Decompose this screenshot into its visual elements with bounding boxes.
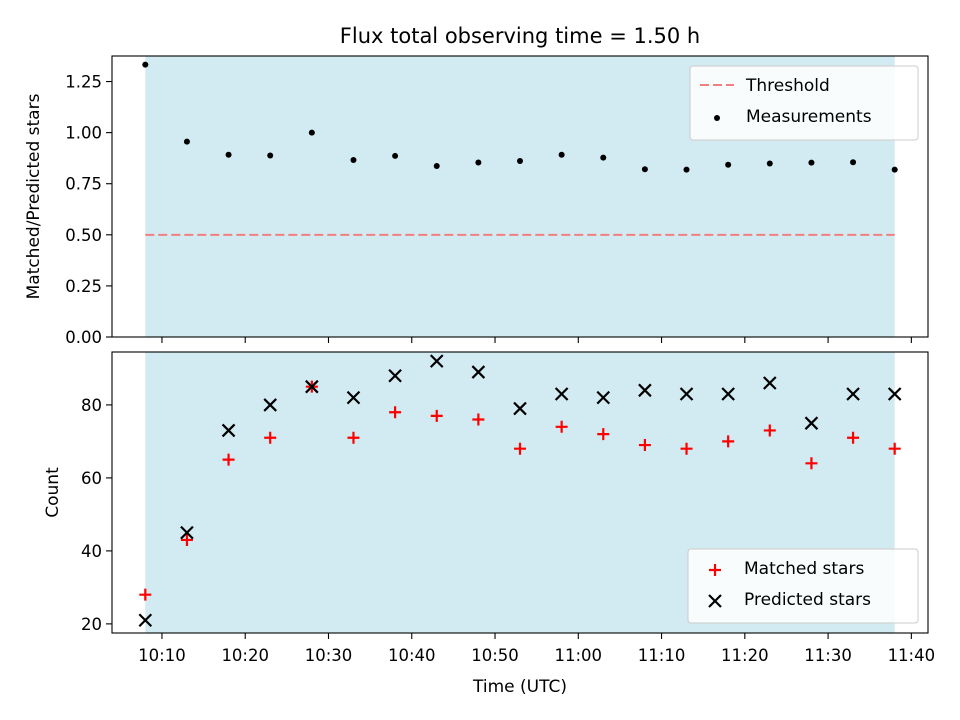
x-tick-label: 10:10 bbox=[138, 646, 186, 665]
predicted-stars-point bbox=[763, 376, 777, 390]
measurements-point bbox=[766, 160, 773, 167]
legend: Threshold Measurements bbox=[689, 65, 919, 141]
measurements-point bbox=[183, 138, 190, 145]
y-axis-label: Matched/Predicted stars bbox=[24, 93, 44, 299]
y-tick-label: 60 bbox=[81, 469, 102, 488]
measurements-point bbox=[142, 61, 149, 68]
legend-predicted-stars-label: Predicted stars bbox=[744, 590, 871, 610]
x-tick-label: 10:30 bbox=[305, 646, 353, 665]
predicted-stars-point bbox=[429, 354, 444, 368]
y-tick-label: 40 bbox=[81, 542, 102, 561]
predicted-stars-point bbox=[596, 390, 611, 405]
figure-title: Flux total observing time = 1.50 h bbox=[340, 24, 700, 48]
matched-stars-point bbox=[430, 409, 443, 422]
measurements-point bbox=[308, 129, 315, 136]
y-tick-label: 0.75 bbox=[65, 175, 102, 194]
predicted-stars-point bbox=[388, 368, 402, 383]
measurements-point bbox=[350, 157, 357, 164]
legend-measurements-label: Measurements bbox=[746, 107, 872, 127]
count-panel: 20 40 60 80 10:10 10:20 10:30 10:40 10:50 11:00 11… bbox=[43, 351, 936, 697]
predicted-stars-point bbox=[180, 525, 194, 540]
matched-stars-point bbox=[722, 435, 735, 448]
y-tick-label: 1.25 bbox=[65, 73, 102, 92]
legend-matched-stars-swatch bbox=[709, 564, 721, 576]
x-tick-label: 10:20 bbox=[221, 646, 269, 665]
matched-stars-point bbox=[389, 406, 402, 419]
matched-stars-point bbox=[555, 420, 568, 433]
predicted-stars-point bbox=[804, 416, 819, 430]
predicted-stars-point bbox=[346, 390, 361, 405]
matched-stars-point bbox=[180, 533, 193, 546]
matched-stars-point bbox=[139, 588, 152, 601]
measurements-point bbox=[433, 162, 440, 169]
measurements-point bbox=[600, 154, 607, 161]
x-tick-label: 10:50 bbox=[471, 646, 519, 665]
y-tick-label: 1.00 bbox=[65, 124, 102, 143]
measurements-point bbox=[683, 166, 690, 173]
predicted-stars-point bbox=[887, 387, 902, 401]
measurements-point bbox=[267, 152, 274, 159]
legend-box bbox=[687, 548, 919, 624]
x-tick-label: 11:10 bbox=[638, 646, 686, 665]
predicted-stars-point bbox=[221, 423, 236, 438]
x-tick-label: 10:40 bbox=[388, 646, 436, 665]
measurements-point bbox=[475, 159, 482, 166]
y-tick-label: 0.00 bbox=[65, 328, 102, 347]
matched-stars-point bbox=[847, 431, 860, 444]
x-tick-label: 11:00 bbox=[555, 646, 603, 665]
predicted-stars-point bbox=[138, 613, 153, 628]
predicted-stars-point bbox=[638, 383, 652, 398]
x-axis-label: Time (UTC) bbox=[472, 677, 567, 697]
y-tick-label: 0.25 bbox=[65, 277, 102, 296]
matched-stars-point bbox=[514, 442, 526, 455]
matched-stars-point bbox=[888, 442, 901, 455]
x-tick-label: 11:30 bbox=[804, 646, 852, 665]
legend-matched-stars-label: Matched stars bbox=[744, 559, 864, 579]
matched-stars-point bbox=[222, 453, 235, 466]
y-tick-label: 0.50 bbox=[65, 226, 102, 245]
legend: Matched stars Predicted stars bbox=[687, 548, 919, 624]
x-tick-label: 11:40 bbox=[888, 646, 936, 665]
y-tick-label: 80 bbox=[81, 396, 102, 415]
matched-stars-point bbox=[638, 439, 651, 452]
predicted-stars-point bbox=[846, 387, 860, 401]
predicted-stars-point bbox=[554, 387, 569, 401]
legend-predicted-stars-swatch bbox=[708, 594, 722, 608]
predicted-stars-point bbox=[305, 379, 319, 394]
predicted-stars-point bbox=[471, 365, 486, 379]
measurements-point bbox=[850, 159, 857, 166]
matched-stars-point bbox=[597, 428, 610, 441]
measurements-point bbox=[725, 161, 732, 168]
matched-stars-point bbox=[264, 431, 277, 444]
predicted-stars-point bbox=[679, 387, 694, 401]
measurements-point bbox=[558, 151, 565, 158]
matched-stars-point bbox=[763, 424, 776, 437]
legend-box bbox=[689, 65, 919, 141]
matched-stars-point bbox=[680, 442, 693, 455]
predicted-stars-point bbox=[263, 398, 277, 412]
y-tick-label: 20 bbox=[81, 615, 102, 634]
measurements-point bbox=[225, 151, 232, 158]
matched-stars-point bbox=[347, 431, 360, 444]
axes-frame bbox=[111, 351, 929, 634]
y-axis-label: Count bbox=[43, 467, 63, 518]
legend-threshold-label: Threshold bbox=[745, 76, 830, 96]
axes-frame bbox=[111, 55, 929, 338]
ratio-panel: 0.00 0.25 0.50 0.75 1.00 1.25 Matched/Predicte… bbox=[24, 55, 929, 347]
predicted-stars-point bbox=[513, 401, 527, 416]
measurements-point bbox=[891, 166, 898, 173]
measurements-point bbox=[517, 158, 523, 165]
measurements-point bbox=[392, 152, 399, 159]
matched-stars-point bbox=[472, 413, 485, 426]
predicted-stars-point bbox=[721, 387, 735, 401]
x-tick-label: 11:20 bbox=[721, 646, 769, 665]
legend-measurements-swatch bbox=[714, 115, 720, 121]
matched-stars-point bbox=[805, 457, 818, 470]
measurements-point bbox=[641, 166, 648, 173]
measurements-point bbox=[808, 159, 815, 166]
